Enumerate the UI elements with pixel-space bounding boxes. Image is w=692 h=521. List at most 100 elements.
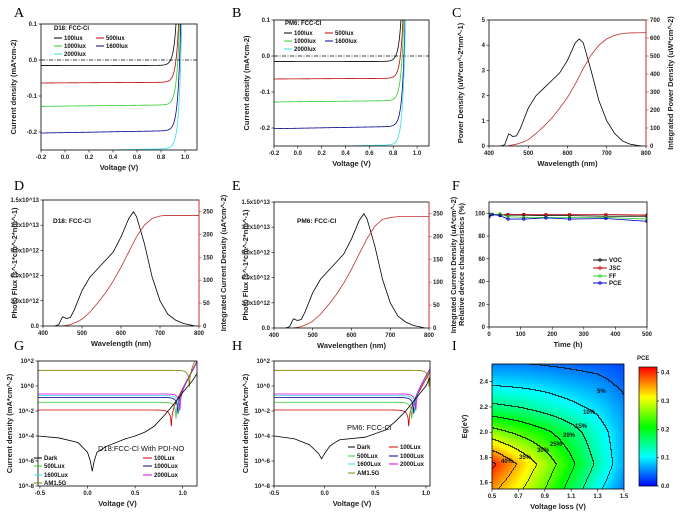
heatmap-cell <box>504 474 507 477</box>
heatmap-cell <box>508 466 511 469</box>
heatmap-cell <box>502 444 505 447</box>
x-tick-label: 500 <box>77 331 88 337</box>
heatmap-cell <box>592 390 595 393</box>
heatmap-cell <box>570 428 573 431</box>
heatmap-cell <box>532 372 535 375</box>
heatmap-cell <box>544 458 547 461</box>
heatmap-cell <box>544 462 547 465</box>
heatmap-cell <box>544 384 547 387</box>
heatmap-cell <box>592 450 595 453</box>
heatmap-cell <box>546 382 549 385</box>
heatmap-cell <box>614 428 617 431</box>
heatmap-cell <box>538 462 541 465</box>
heatmap-cell <box>594 462 597 465</box>
y2-tick-label: 600 <box>650 36 661 42</box>
heatmap-cell <box>528 416 531 419</box>
heatmap-cell <box>594 378 597 381</box>
heatmap-cell <box>494 428 497 431</box>
heatmap-cell <box>622 382 624 385</box>
heatmap-cell <box>540 408 543 411</box>
heatmap-cell <box>600 454 603 457</box>
heatmap-cell <box>606 422 609 425</box>
heatmap-cell <box>612 366 615 369</box>
data-point <box>645 213 647 217</box>
contour-point <box>596 413 597 414</box>
heatmap-cell <box>518 416 521 419</box>
heatmap-cell <box>560 400 563 403</box>
heatmap-cell <box>608 408 611 411</box>
heatmap-cell <box>538 470 541 473</box>
legend-label: 1000Lux <box>400 454 425 460</box>
heatmap-cell <box>558 456 561 459</box>
heatmap-cell <box>520 410 523 413</box>
heatmap-cell <box>556 412 559 415</box>
heatmap-cell <box>498 368 501 371</box>
heatmap-cell <box>514 382 517 385</box>
heatmap-cell <box>512 412 515 415</box>
heatmap-cell <box>614 470 617 473</box>
heatmap-cell <box>508 456 511 459</box>
heatmap-cell <box>502 376 505 379</box>
heatmap-cell <box>558 470 561 473</box>
heatmap-cell <box>618 460 621 463</box>
heatmap-cell <box>578 374 581 377</box>
heatmap-cell <box>550 462 553 465</box>
heatmap-cell <box>582 460 585 463</box>
heatmap-cell <box>592 474 595 477</box>
heatmap-cell <box>520 400 523 403</box>
contour-point <box>523 408 524 409</box>
heatmap-cell <box>492 382 495 385</box>
heatmap-cell <box>534 384 537 387</box>
heatmap-cell <box>596 452 599 455</box>
heatmap-cell <box>604 416 607 419</box>
heatmap-cell <box>606 458 609 461</box>
contour-point <box>514 406 515 407</box>
contour-point <box>533 389 534 390</box>
heatmap-cell <box>524 366 527 369</box>
heatmap-cell <box>608 364 611 367</box>
heatmap-cell <box>618 392 621 395</box>
heatmap-cell <box>612 408 615 411</box>
heatmap-cell <box>608 402 611 405</box>
heatmap-cell <box>538 368 541 371</box>
heatmap-cell <box>570 436 573 439</box>
heatmap-cell <box>508 470 511 473</box>
heatmap-cell <box>494 420 497 423</box>
heatmap-cell <box>530 380 533 383</box>
heatmap-cell <box>504 382 507 385</box>
heatmap-cell <box>498 472 501 475</box>
heatmap-cell <box>580 410 583 413</box>
heatmap-cell <box>500 462 503 465</box>
heatmap-cell <box>600 478 603 481</box>
heatmap-cell <box>514 442 517 445</box>
heatmap-cell <box>566 444 569 447</box>
heatmap-cell <box>622 402 624 405</box>
contour-point <box>516 387 517 388</box>
x-axis-label: Time (h) <box>553 340 583 349</box>
heatmap-cell <box>562 478 565 481</box>
heatmap-cell <box>580 392 583 395</box>
heatmap-cell <box>596 400 599 403</box>
heatmap-cell <box>516 382 519 385</box>
heatmap-cell <box>494 404 497 407</box>
heatmap-cell <box>598 414 601 417</box>
heatmap-cell <box>504 384 507 387</box>
heatmap-cell <box>576 472 579 475</box>
heatmap-cell <box>618 472 621 475</box>
heatmap-cell <box>564 464 567 467</box>
heatmap-cell <box>510 398 513 401</box>
heatmap-cell <box>514 364 517 367</box>
contour-point <box>495 403 496 404</box>
heatmap-cell <box>528 426 531 429</box>
heatmap-cell <box>492 366 495 369</box>
heatmap-cell <box>596 376 599 379</box>
heatmap-cell <box>564 428 567 431</box>
heatmap-cell <box>534 456 537 459</box>
contour-point <box>531 389 532 390</box>
heatmap-cell <box>570 412 573 415</box>
heatmap-cell <box>514 368 517 371</box>
heatmap-cell <box>572 436 575 439</box>
heatmap-cell <box>608 460 611 463</box>
heatmap-cell <box>620 450 623 453</box>
heatmap-cell <box>606 370 609 373</box>
